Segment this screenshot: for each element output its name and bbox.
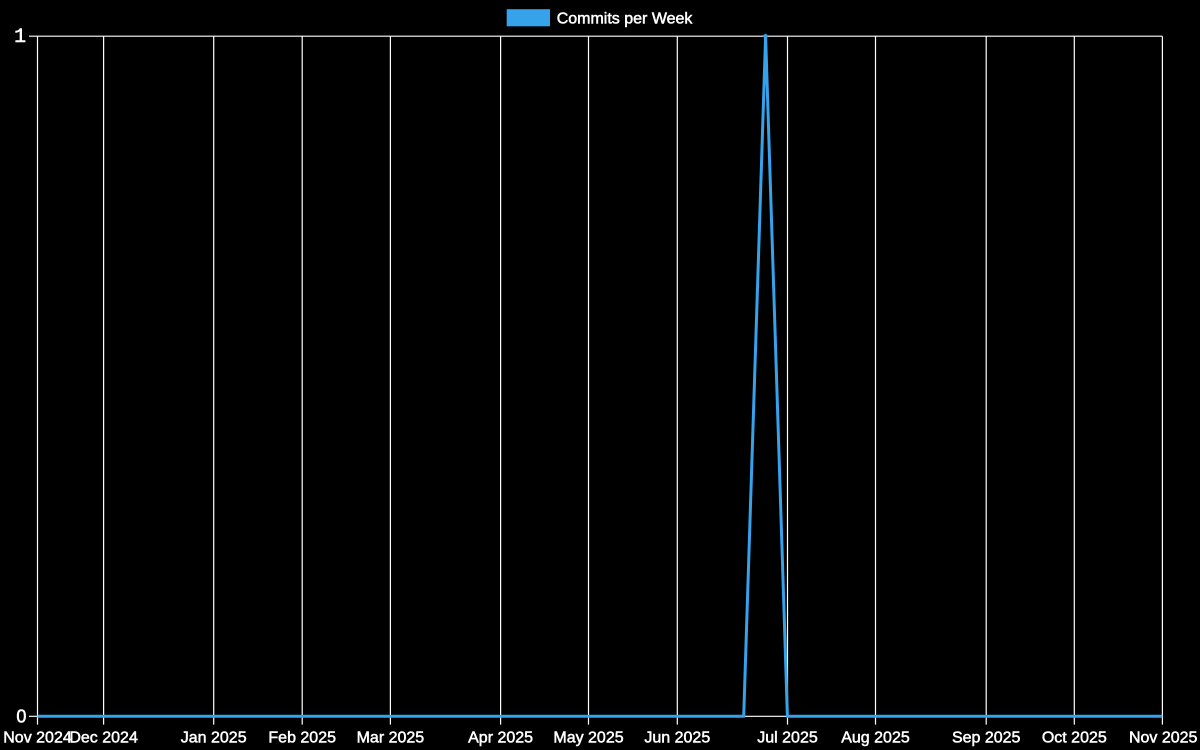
svg-text:Jan 2025: Jan 2025 xyxy=(181,730,247,747)
svg-text:Apr 2025: Apr 2025 xyxy=(468,730,533,747)
svg-text:0: 0 xyxy=(16,707,26,727)
svg-text:Dec 2024: Dec 2024 xyxy=(69,730,138,747)
svg-text:1: 1 xyxy=(14,26,26,49)
svg-text:Jul 2025: Jul 2025 xyxy=(757,730,818,747)
svg-text:Oct 2025: Oct 2025 xyxy=(1042,730,1107,747)
svg-text:Mar 2025: Mar 2025 xyxy=(357,730,425,747)
svg-text:Feb 2025: Feb 2025 xyxy=(268,730,336,747)
svg-text:May 2025: May 2025 xyxy=(553,730,623,747)
svg-text:Aug 2025: Aug 2025 xyxy=(841,730,910,747)
svg-text:Sep 2025: Sep 2025 xyxy=(952,730,1021,747)
svg-text:Nov 2025: Nov 2025 xyxy=(1129,730,1198,747)
svg-text:Commits per Week: Commits per Week xyxy=(557,10,694,27)
svg-text:Nov 2024: Nov 2024 xyxy=(3,730,72,747)
svg-text:Jun 2025: Jun 2025 xyxy=(644,730,710,747)
